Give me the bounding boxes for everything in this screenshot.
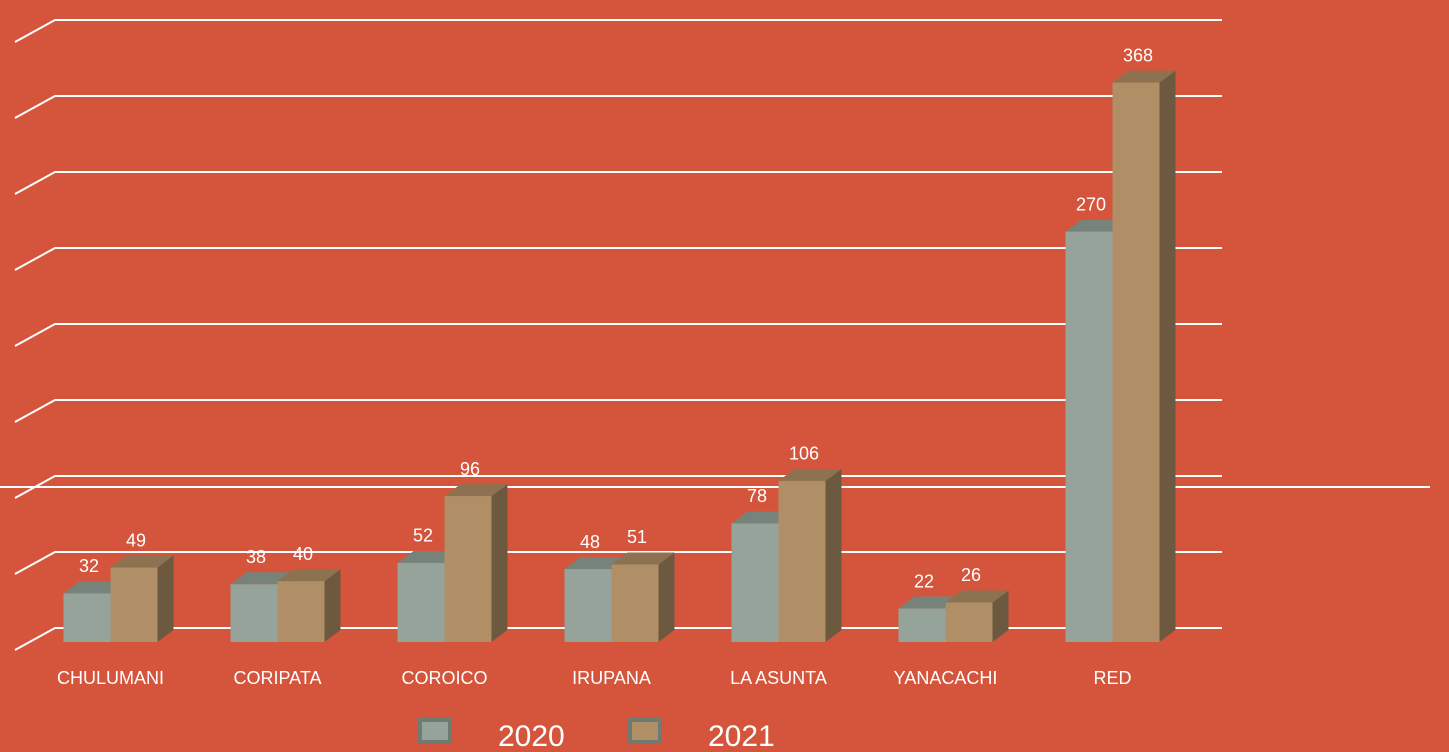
x-tick-label: RED xyxy=(1093,668,1131,688)
bar xyxy=(898,608,946,642)
value-label: 78 xyxy=(747,486,767,506)
bar-side xyxy=(1159,70,1176,642)
bar-side xyxy=(658,552,675,642)
bar xyxy=(444,496,492,642)
x-tick-label: CORIPATA xyxy=(233,668,321,688)
legend-swatch xyxy=(418,718,452,744)
bar-top xyxy=(444,484,508,497)
bar-side xyxy=(491,484,508,642)
bar-side xyxy=(825,468,842,642)
bar-top xyxy=(611,552,675,565)
bar xyxy=(564,569,612,642)
value-label: 52 xyxy=(413,526,433,546)
grid-line xyxy=(14,399,1222,423)
value-label: 22 xyxy=(914,571,934,591)
bar-top xyxy=(778,468,842,481)
value-label: 38 xyxy=(246,547,266,567)
bar xyxy=(778,480,826,642)
bar-top xyxy=(1112,70,1176,83)
bar-side xyxy=(324,569,341,642)
bar xyxy=(1065,231,1113,642)
x-tick-label: YANACACHI xyxy=(894,668,998,688)
grid-line xyxy=(14,323,1222,347)
value-label: 51 xyxy=(627,527,647,547)
bar xyxy=(110,567,158,642)
bar xyxy=(230,584,278,642)
bar xyxy=(277,581,325,642)
x-tick-label: LA ASUNTA xyxy=(730,668,827,688)
grid-line xyxy=(14,19,1222,43)
value-label: 48 xyxy=(580,532,600,552)
value-label: 40 xyxy=(293,544,313,564)
x-tick-label: CHULUMANI xyxy=(57,668,164,688)
grid-line xyxy=(14,171,1222,195)
legend-swatch xyxy=(628,718,662,744)
value-label: 26 xyxy=(961,565,981,585)
bar-side xyxy=(157,555,174,642)
value-label: 368 xyxy=(1123,45,1153,65)
bar xyxy=(63,593,111,642)
grid-line xyxy=(14,95,1222,119)
legend-label: 2020 xyxy=(498,720,565,752)
bar xyxy=(945,602,993,642)
bar-side xyxy=(992,590,1009,642)
value-label: 96 xyxy=(460,459,480,479)
x-tick-label: IRUPANA xyxy=(572,668,651,688)
bar xyxy=(731,523,779,642)
grid-line xyxy=(14,247,1222,271)
value-label: 106 xyxy=(789,444,819,464)
bar-top xyxy=(110,555,174,568)
value-label: 270 xyxy=(1076,194,1106,214)
legend-label: 2021 xyxy=(708,720,775,752)
bar xyxy=(397,562,445,642)
bar xyxy=(611,564,659,642)
value-label: 32 xyxy=(79,556,99,576)
bar xyxy=(1112,82,1160,642)
bar-top xyxy=(277,569,341,582)
x-tick-label: COROICO xyxy=(401,668,487,688)
value-label: 49 xyxy=(126,530,146,550)
bar-top xyxy=(945,590,1009,603)
